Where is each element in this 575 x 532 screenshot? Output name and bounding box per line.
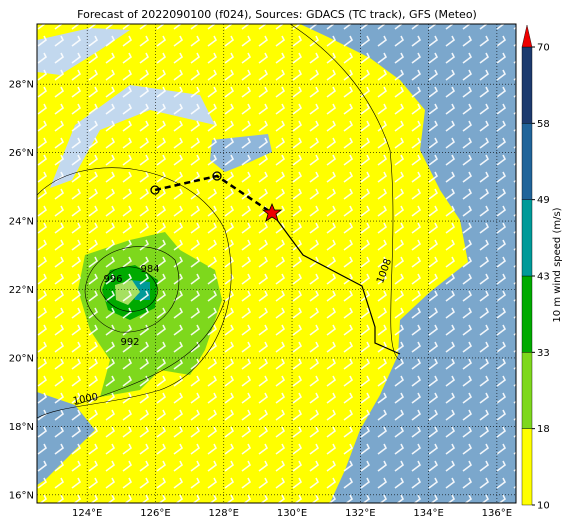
wind-barbs bbox=[37, 24, 516, 503]
current-position bbox=[261, 202, 283, 222]
colorbar-segment bbox=[521, 199, 533, 277]
colorbar-label: 33 bbox=[537, 348, 550, 359]
frame bbox=[36, 23, 517, 504]
contour-label: 1000 bbox=[72, 392, 99, 407]
colorbar-segment bbox=[521, 123, 533, 200]
track-forecast bbox=[154, 174, 273, 215]
contour-label: 992 bbox=[120, 337, 139, 348]
lat-tick-label: 28°N bbox=[9, 80, 34, 91]
lon-tick-label: 130°E bbox=[277, 508, 307, 519]
colorbar-label: 18 bbox=[537, 424, 550, 435]
lon-tick-label: 128°E bbox=[209, 508, 239, 519]
colorbar-segment bbox=[521, 275, 533, 353]
lon-tick-label: 124°E bbox=[72, 508, 102, 519]
track-observed bbox=[271, 212, 401, 355]
isobar bbox=[289, 24, 401, 361]
colorbar-segment bbox=[521, 46, 533, 124]
lat-tick-label: 24°N bbox=[9, 217, 34, 228]
colorbar-label: 43 bbox=[537, 272, 550, 283]
colorbar-title: 10 m wind speed (m/s) bbox=[552, 207, 563, 322]
isobar bbox=[84, 246, 180, 333]
lat-tick-label: 20°N bbox=[9, 353, 34, 364]
lat-tick-label: 18°N bbox=[9, 422, 34, 433]
title: Forecast of 2022090100 (f024), Sources: … bbox=[77, 8, 477, 21]
colorbar-extend bbox=[521, 24, 533, 48]
colorbar-label: 49 bbox=[537, 195, 550, 206]
isobar bbox=[99, 266, 159, 312]
contour-label: 996 bbox=[103, 274, 122, 285]
lon-tick-label: 134°E bbox=[413, 508, 443, 519]
lon-tick-label: 126°E bbox=[140, 508, 170, 519]
colorbar-segment bbox=[521, 352, 533, 429]
contour-label: 984 bbox=[140, 264, 159, 275]
lon-tick-label: 132°E bbox=[345, 508, 375, 519]
lat-tick-label: 22°N bbox=[9, 285, 34, 296]
track-point bbox=[150, 185, 160, 195]
isobar bbox=[74, 299, 226, 406]
colorbar-segment bbox=[521, 428, 533, 506]
lat-tick-label: 26°N bbox=[9, 148, 34, 159]
lat-tick-label: 16°N bbox=[9, 490, 34, 501]
colorbar-label: 58 bbox=[537, 119, 550, 130]
isobar bbox=[37, 167, 232, 419]
colorbar-label: 10 bbox=[537, 501, 550, 512]
track-point bbox=[212, 171, 222, 181]
lon-tick-label: 136°E bbox=[482, 508, 512, 519]
colorbar-label: 70 bbox=[537, 43, 550, 54]
